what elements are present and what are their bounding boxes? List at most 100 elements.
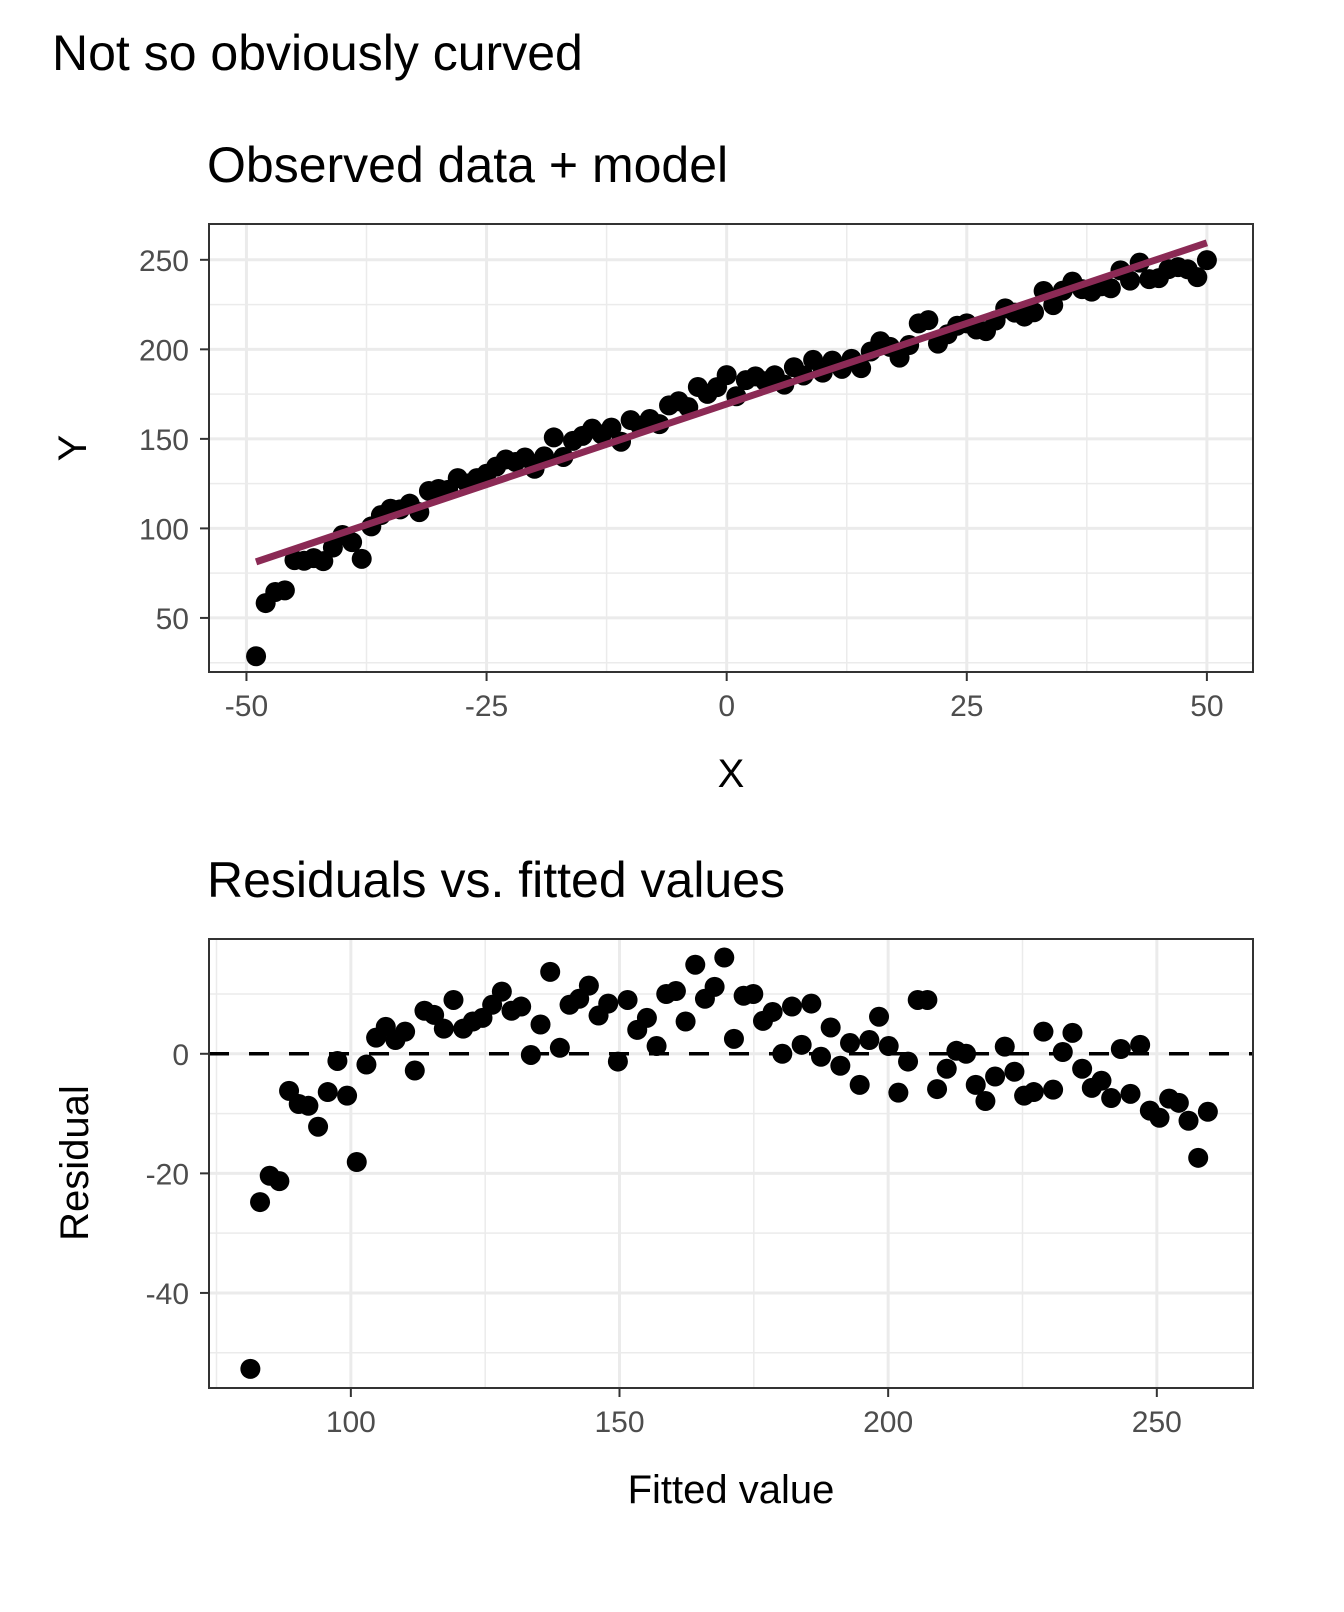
residual-point [956, 1043, 977, 1064]
panel-border-observed [208, 223, 1254, 673]
residual-point [675, 1011, 696, 1032]
x-tick-label: 50 [1190, 690, 1223, 723]
residual-point [1149, 1107, 1170, 1128]
observed-point [246, 646, 267, 667]
residual-point [511, 996, 532, 1017]
residual-point [607, 1051, 628, 1072]
residual-point [781, 996, 802, 1017]
x-tick-label: 0 [718, 690, 735, 723]
residual-point [520, 1044, 541, 1065]
residual-point [975, 1091, 996, 1112]
residual-point [636, 1007, 657, 1028]
y-tick-label: 50 [156, 603, 189, 636]
residual-point [994, 1036, 1015, 1057]
observed-point [1120, 270, 1141, 291]
observed-point [918, 310, 939, 331]
residual-point [1062, 1022, 1083, 1043]
x-tick-label: 100 [326, 1406, 376, 1439]
residual-point [1130, 1034, 1151, 1055]
observed-point [1187, 267, 1208, 288]
y-tick-label: 0 [172, 1039, 189, 1072]
residual-point [665, 981, 686, 1002]
residual-point [820, 1017, 841, 1038]
residual-point [1033, 1021, 1054, 1042]
residual-point [337, 1085, 358, 1106]
panel-title-residuals: Residuals vs. fitted values [207, 852, 785, 908]
residual-point [250, 1192, 271, 1213]
residual-point [714, 947, 735, 968]
gridlines-observed [209, 224, 1253, 672]
y-tick-label: -40 [146, 1278, 189, 1311]
residual-point [646, 1036, 667, 1057]
residual-point [917, 989, 938, 1010]
residual-point [1101, 1088, 1122, 1109]
x-axis-title-observed: X [718, 752, 745, 796]
residual-point [898, 1051, 919, 1072]
residual-point [598, 993, 619, 1014]
residual-point [762, 1001, 783, 1022]
residual-point [1110, 1039, 1131, 1060]
residual-point [985, 1066, 1006, 1087]
residual-point [927, 1079, 948, 1100]
x-tick-label: 250 [1132, 1406, 1182, 1439]
residual-point [888, 1082, 909, 1103]
observed-point [716, 365, 737, 386]
residual-point [540, 961, 561, 982]
residual-point [869, 1006, 890, 1027]
observed-point [342, 532, 363, 553]
residual-point [840, 1033, 861, 1054]
residual-point [791, 1034, 812, 1055]
residual-point [443, 989, 464, 1010]
observed-point [351, 548, 372, 569]
residual-point [685, 954, 706, 975]
residual-point [704, 976, 725, 997]
residual-point [1023, 1082, 1044, 1103]
y-tick-label: 150 [139, 424, 189, 457]
residual-point [1120, 1083, 1141, 1104]
observed-point [274, 580, 295, 601]
observed-point [1043, 295, 1064, 316]
y-tick-label: -20 [146, 1158, 189, 1191]
panel-title-observed: Observed data + model [207, 137, 728, 193]
panel-border-residuals [208, 938, 1254, 1389]
observed-point [1100, 278, 1121, 299]
observed-data-panel: Observed data + model -50 -25 0 25 50 50 100 15… [51, 137, 1254, 796]
residual-point [1043, 1079, 1064, 1100]
y-tick-label: 250 [139, 245, 189, 278]
residual-point [1188, 1147, 1209, 1168]
residuals-panel: Residuals vs. fitted values 100 150 200 250… [53, 852, 1254, 1512]
residual-point [801, 993, 822, 1014]
residual-point [578, 975, 599, 996]
residual-point [936, 1058, 957, 1079]
plot-area-residuals [209, 939, 1253, 1388]
y-tick-label: 200 [139, 334, 189, 367]
residual-point [1004, 1061, 1025, 1082]
residual-point [811, 1046, 831, 1067]
data-points-residuals [209, 947, 1253, 1379]
figure-title: Not so obviously curved [52, 25, 583, 81]
residual-point [298, 1095, 319, 1116]
x-tick-label: -25 [465, 690, 508, 723]
residual-point [1091, 1070, 1112, 1091]
data-points-observed [246, 239, 1217, 667]
residual-point [404, 1060, 425, 1081]
residual-point [549, 1037, 570, 1058]
residual-point [723, 1028, 744, 1049]
observed-point [601, 417, 622, 438]
y-axis-title-residuals: Residual [53, 1085, 97, 1241]
residual-point [830, 1055, 851, 1076]
x-tick-label: 25 [950, 690, 983, 723]
x-axis-title-residuals: Fitted value [628, 1468, 835, 1512]
residual-point [395, 1021, 416, 1042]
y-tick-label: 100 [139, 513, 189, 546]
residual-point [317, 1082, 338, 1103]
residual-point [1072, 1058, 1093, 1079]
x-tick-label: 150 [594, 1406, 644, 1439]
residual-point [859, 1030, 880, 1051]
residual-point [491, 981, 512, 1002]
residual-point [965, 1074, 986, 1095]
residual-point [346, 1152, 367, 1173]
residual-point [530, 1014, 551, 1035]
residual-point [849, 1074, 870, 1095]
